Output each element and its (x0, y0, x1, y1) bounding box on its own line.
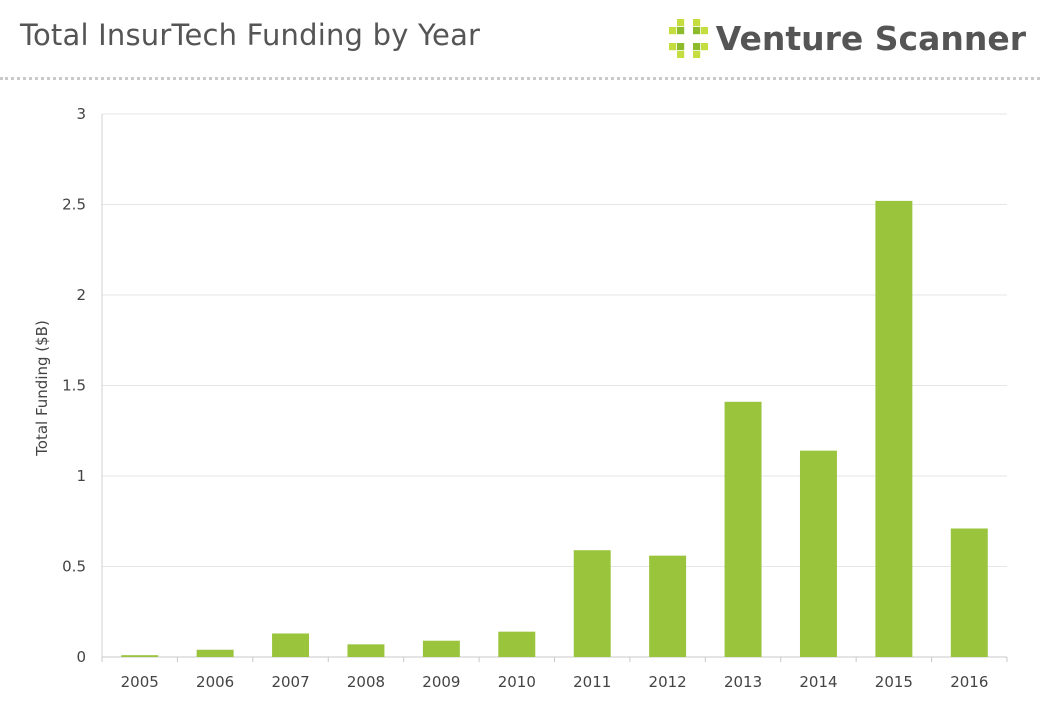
logo-cell (700, 27, 708, 35)
x-tick-label: 2007 (271, 673, 309, 691)
logo-cell (700, 43, 708, 51)
logo-cell (676, 27, 684, 35)
bar-2006 (196, 649, 234, 657)
x-tick-label: 2011 (573, 673, 611, 691)
x-tick-label: 2014 (799, 673, 837, 691)
bar-2012 (649, 555, 687, 657)
logo-cell (692, 51, 700, 58)
logo-cell (692, 27, 700, 35)
bar-2011 (573, 550, 611, 657)
bar-2015 (875, 200, 913, 657)
bar-2010 (498, 631, 536, 657)
y-tick-label: 0 (76, 648, 86, 666)
x-tick-label: 2009 (422, 673, 460, 691)
logo-cell (668, 27, 676, 35)
y-tick-labels: 0 0.5 1 1.5 2 2.5 3 (62, 105, 86, 666)
bar-2007 (272, 633, 310, 657)
logo-cross-horizontal (668, 35, 707, 41)
brand-name: Venture Scanner (715, 18, 1026, 58)
brand: Venture Scanner (668, 14, 1026, 62)
x-tick-label: 2005 (121, 673, 159, 691)
bar-2014 (799, 450, 837, 657)
bars (121, 200, 988, 657)
bar-2009 (422, 640, 460, 657)
y-tick-label: 3 (76, 105, 86, 123)
x-tick-label: 2016 (950, 673, 988, 691)
y-tick-label: 1 (76, 467, 86, 485)
header: Total InsurTech Funding by Year Venture … (0, 0, 1040, 80)
grid-lines (102, 113, 1007, 567)
logo-cell (692, 43, 700, 51)
x-tick-label: 2008 (347, 673, 385, 691)
bar-2013 (724, 401, 762, 657)
x-tick-label: 2010 (498, 673, 536, 691)
logo-cell (668, 43, 676, 51)
x-tick-label: 2006 (196, 673, 234, 691)
y-axis-title: Total Funding ($B) (33, 320, 51, 457)
bar-2008 (347, 644, 385, 657)
logo-cell (676, 51, 684, 58)
bar-2016 (950, 528, 988, 657)
chart-title: Total InsurTech Funding by Year (20, 18, 481, 52)
y-tick-label: 2.5 (62, 196, 86, 214)
x-tick-labels: 2005 2006 2007 2008 2009 2010 2011 2012 2013 2014… (121, 673, 989, 691)
x-tick-label: 2015 (875, 673, 913, 691)
logo-cell (676, 19, 684, 27)
x-tick-label: 2013 (724, 673, 762, 691)
header-divider (0, 77, 1040, 80)
bar-2005 (121, 655, 159, 657)
x-tick-label: 2012 (649, 673, 687, 691)
y-tick-label: 0.5 (62, 558, 86, 576)
y-tick-label: 2 (76, 286, 86, 304)
y-tick-label: 1.5 (62, 377, 86, 395)
axes (101, 114, 1008, 662)
logo-cell (692, 19, 700, 27)
logo-cell (676, 43, 684, 51)
venture-scanner-logo-icon (668, 19, 708, 58)
